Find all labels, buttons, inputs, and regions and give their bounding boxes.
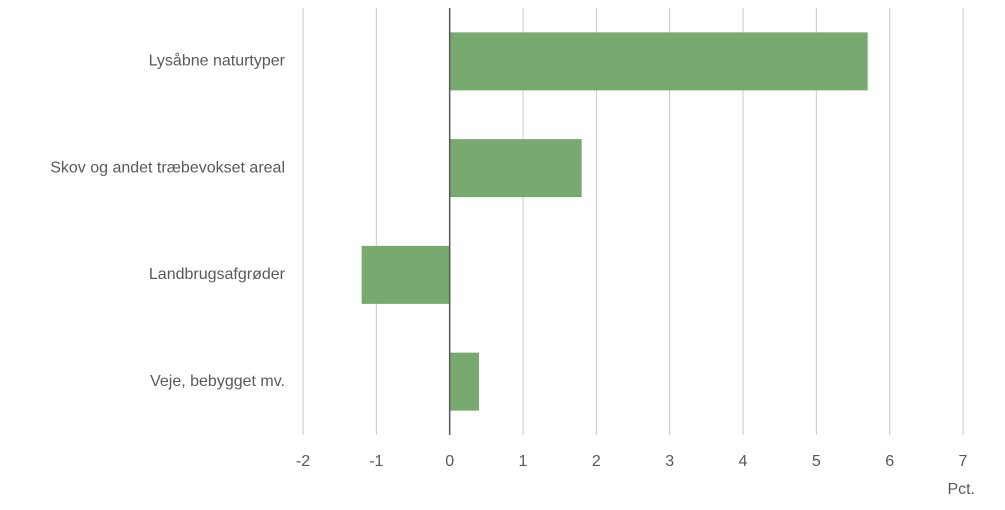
x-axis-label: Pct.	[947, 481, 975, 498]
bar	[449, 32, 868, 91]
x-tick-label: 7	[959, 453, 968, 470]
x-tick-label: -1	[369, 453, 383, 470]
bar	[449, 139, 582, 198]
bar	[449, 352, 479, 411]
bar	[361, 245, 450, 304]
x-tick-label: 4	[739, 453, 748, 470]
x-tick-label: -2	[296, 453, 310, 470]
y-tick-label: Lysåbne naturtyper	[149, 52, 286, 70]
x-tick-label: 5	[812, 453, 821, 470]
x-tick-label: 0	[445, 453, 454, 470]
y-tick-label: Landbrugsafgrøder	[149, 266, 286, 283]
x-tick-label: 3	[665, 453, 674, 470]
x-tick-label: 6	[885, 453, 894, 470]
y-tick-label: Veje, bebygget mv.	[150, 373, 285, 390]
y-tick-label: Skov og andet træbevokset areal	[50, 159, 285, 176]
x-tick-label: 1	[519, 453, 528, 470]
x-tick-label: 2	[592, 453, 601, 470]
